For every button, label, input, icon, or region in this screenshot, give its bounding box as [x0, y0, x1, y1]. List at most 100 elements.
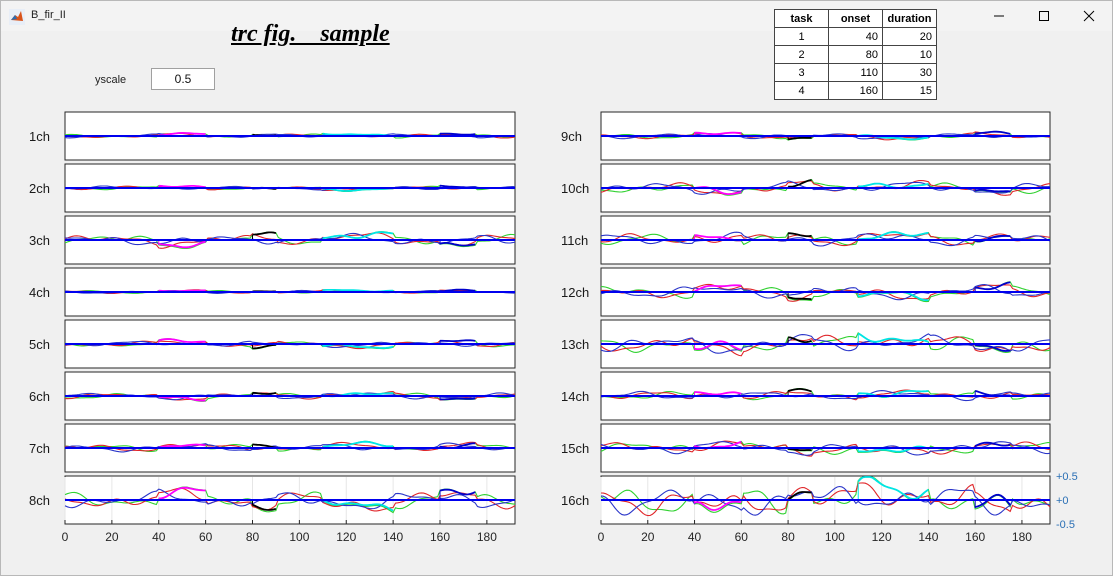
- task-segment: [158, 184, 206, 189]
- duration-header: duration: [882, 9, 937, 28]
- task-segment: [439, 488, 476, 496]
- task-segment: [694, 391, 742, 396]
- task-segment: [158, 338, 206, 344]
- matlab-logo-icon: [9, 9, 25, 25]
- table-row[interactable]: 4 160 15: [774, 81, 937, 100]
- task-segment: [788, 336, 812, 344]
- channel-label: 16ch: [561, 493, 589, 508]
- task-segment: [158, 486, 206, 500]
- x-tick-label: 20: [105, 530, 119, 544]
- task-segment: [158, 443, 206, 449]
- channel-label: 10ch: [561, 181, 589, 196]
- task-segment: [440, 339, 476, 342]
- x-tick-label: 60: [199, 530, 213, 544]
- x-tick-label: 80: [246, 530, 260, 544]
- x-tick-label: 40: [152, 530, 166, 544]
- channel-label: 15ch: [561, 441, 589, 456]
- trace-line: [600, 334, 1051, 357]
- channel-label: 5ch: [29, 337, 50, 352]
- task-segment: [252, 343, 276, 350]
- task-segment: [252, 443, 277, 449]
- task-segment: [787, 136, 812, 141]
- channel-label: 8ch: [29, 493, 50, 508]
- x-tick-label: 140: [918, 530, 938, 544]
- task-segment: [858, 231, 929, 241]
- table-row[interactable]: 3 110 30: [774, 63, 937, 82]
- x-tick-label: 120: [872, 530, 892, 544]
- task-segment: [694, 500, 742, 511]
- task-segment: [975, 493, 1011, 508]
- x-tick-label: 120: [336, 530, 356, 544]
- table-cell[interactable]: 30: [882, 63, 937, 82]
- channel-label: 14ch: [561, 389, 589, 404]
- task-segment: [439, 242, 476, 247]
- task-segment: [788, 179, 812, 188]
- task-table[interactable]: task onset duration 1 40 20 2 80 10 3 11…: [774, 9, 937, 100]
- yscale-label: yscale: [95, 74, 127, 86]
- task-segment: [787, 491, 812, 501]
- window-title: B_fir_II: [31, 9, 66, 21]
- table-cell[interactable]: 15: [882, 81, 937, 100]
- task-segment: [694, 340, 742, 351]
- trace-line: [600, 333, 1051, 354]
- x-tick-label: 100: [825, 530, 845, 544]
- x-tick-label: 60: [735, 530, 749, 544]
- task-segment: [788, 232, 812, 238]
- close-button[interactable]: [1067, 3, 1111, 29]
- task-segment: [975, 281, 1011, 291]
- trace-line: [600, 180, 1051, 195]
- x-tick-label: 0: [62, 530, 69, 544]
- task-segment: [694, 131, 742, 136]
- figure-title: trc fig. sample: [231, 21, 390, 47]
- task-segment: [787, 387, 812, 393]
- task-segment: [252, 503, 277, 511]
- channel-label: 6ch: [29, 389, 50, 404]
- channel-label: 4ch: [29, 285, 50, 300]
- task-segment: [787, 296, 812, 301]
- task-segment: [975, 130, 1011, 135]
- x-tick-label: 100: [289, 530, 309, 544]
- x-tick-label: 80: [781, 530, 795, 544]
- trace-line: [600, 482, 1051, 517]
- task-segment: [322, 499, 394, 512]
- task-segment: [439, 288, 476, 293]
- task-segment: [439, 397, 476, 401]
- maximize-button[interactable]: [1022, 3, 1066, 29]
- task-segment: [857, 332, 929, 343]
- x-tick-label: 140: [383, 530, 403, 544]
- task-segment: [322, 231, 394, 239]
- x-tick-label: 180: [1012, 530, 1032, 544]
- task-segment: [158, 396, 206, 402]
- trace-line: [600, 476, 1051, 515]
- minimize-button[interactable]: [977, 3, 1021, 29]
- y-tick-label: +0.5: [1056, 471, 1078, 483]
- y-tick-label: +0: [1056, 495, 1069, 507]
- trace-line: [600, 284, 1051, 301]
- y-tick-label: -0.5: [1056, 519, 1075, 531]
- table-cell[interactable]: 10: [882, 45, 937, 64]
- channel-label: 13ch: [561, 337, 589, 352]
- minimize-icon: [994, 15, 1004, 17]
- task-segment: [322, 440, 394, 448]
- channel-label: 2ch: [29, 181, 50, 196]
- x-tick-label: 40: [688, 530, 702, 544]
- task-segment: [857, 476, 929, 500]
- x-tick-label: 160: [430, 530, 450, 544]
- channel-label: 12ch: [561, 285, 589, 300]
- yscale-input[interactable]: 0.5: [151, 68, 215, 90]
- trace-line: [600, 485, 1051, 516]
- task-segment: [788, 448, 812, 451]
- close-icon: [1083, 10, 1095, 22]
- task-segment: [975, 189, 1011, 193]
- task-segment: [858, 445, 929, 453]
- task-segment: [975, 344, 1011, 352]
- task-segment: [975, 235, 1011, 243]
- task-segment: [974, 441, 1011, 447]
- task-segment: [252, 391, 277, 395]
- table-row[interactable]: 1 40 20: [774, 27, 937, 46]
- table-cell[interactable]: 160: [828, 81, 883, 100]
- trace-line: [600, 390, 1051, 402]
- channel-label: 11ch: [561, 233, 588, 248]
